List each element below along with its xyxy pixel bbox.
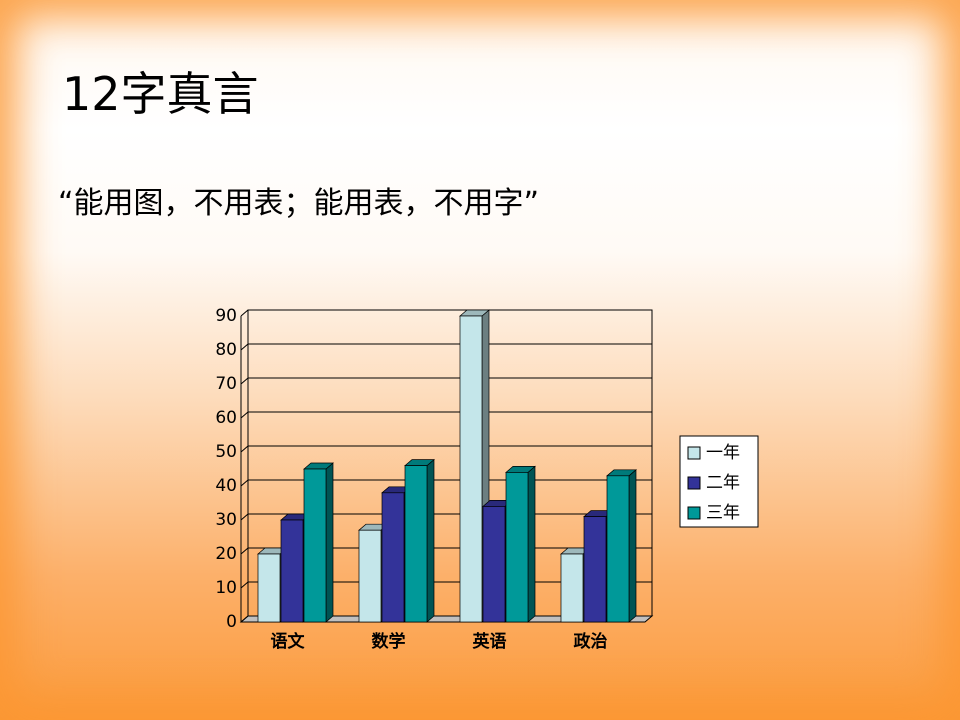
bar-front [303,468,327,623]
bar [505,465,536,623]
bar [303,462,334,623]
legend-swatch [687,506,701,520]
y-tick-label: 60 [215,408,237,428]
bar-side [325,462,334,623]
grid-line [240,445,652,453]
y-tick-label: 70 [215,374,237,394]
y-tick-label: 20 [215,544,237,564]
bar-front [583,516,607,623]
grid-line [240,479,652,487]
y-tick-label: 40 [215,476,237,496]
bar-front [257,553,281,623]
grid-line [240,343,652,351]
y-tick-label: 80 [215,340,237,360]
y-tick-label: 0 [226,612,237,632]
bar [606,469,637,623]
legend-swatch [687,446,701,460]
bar-front [280,519,304,623]
x-tick-label: 政治 [574,631,608,652]
y-tick-label: 10 [215,578,237,598]
grid-line [240,309,652,317]
bar-front [505,472,529,623]
legend-swatch [687,476,701,490]
bar-side [426,458,435,623]
bar [459,309,490,623]
legend-label: 三年 [706,503,740,523]
grid-line [240,411,652,419]
y-tick-label: 50 [215,442,237,462]
bar-front [459,315,483,623]
bar-front [606,475,630,623]
y-tick-label: 90 [215,306,237,326]
grid-line [240,377,652,385]
x-tick-label: 英语 [473,631,507,652]
bar-side [628,469,637,623]
bar-front [482,506,506,623]
slide-subtitle: “能用图，不用表；能用表，不用字” [58,186,540,221]
x-tick-label: 语文 [271,631,306,652]
bar-front [560,553,584,623]
bar-side [527,465,536,623]
bar-front [381,492,405,623]
x-tick-label: 数学 [372,631,406,652]
legend-label: 二年 [706,473,740,493]
slide-title: 12字真言 [62,67,259,121]
y-tick-label: 30 [215,510,237,530]
legend-label: 一年 [706,443,740,463]
bar-front [404,465,428,623]
bar [404,458,435,623]
bar-front [358,529,382,623]
